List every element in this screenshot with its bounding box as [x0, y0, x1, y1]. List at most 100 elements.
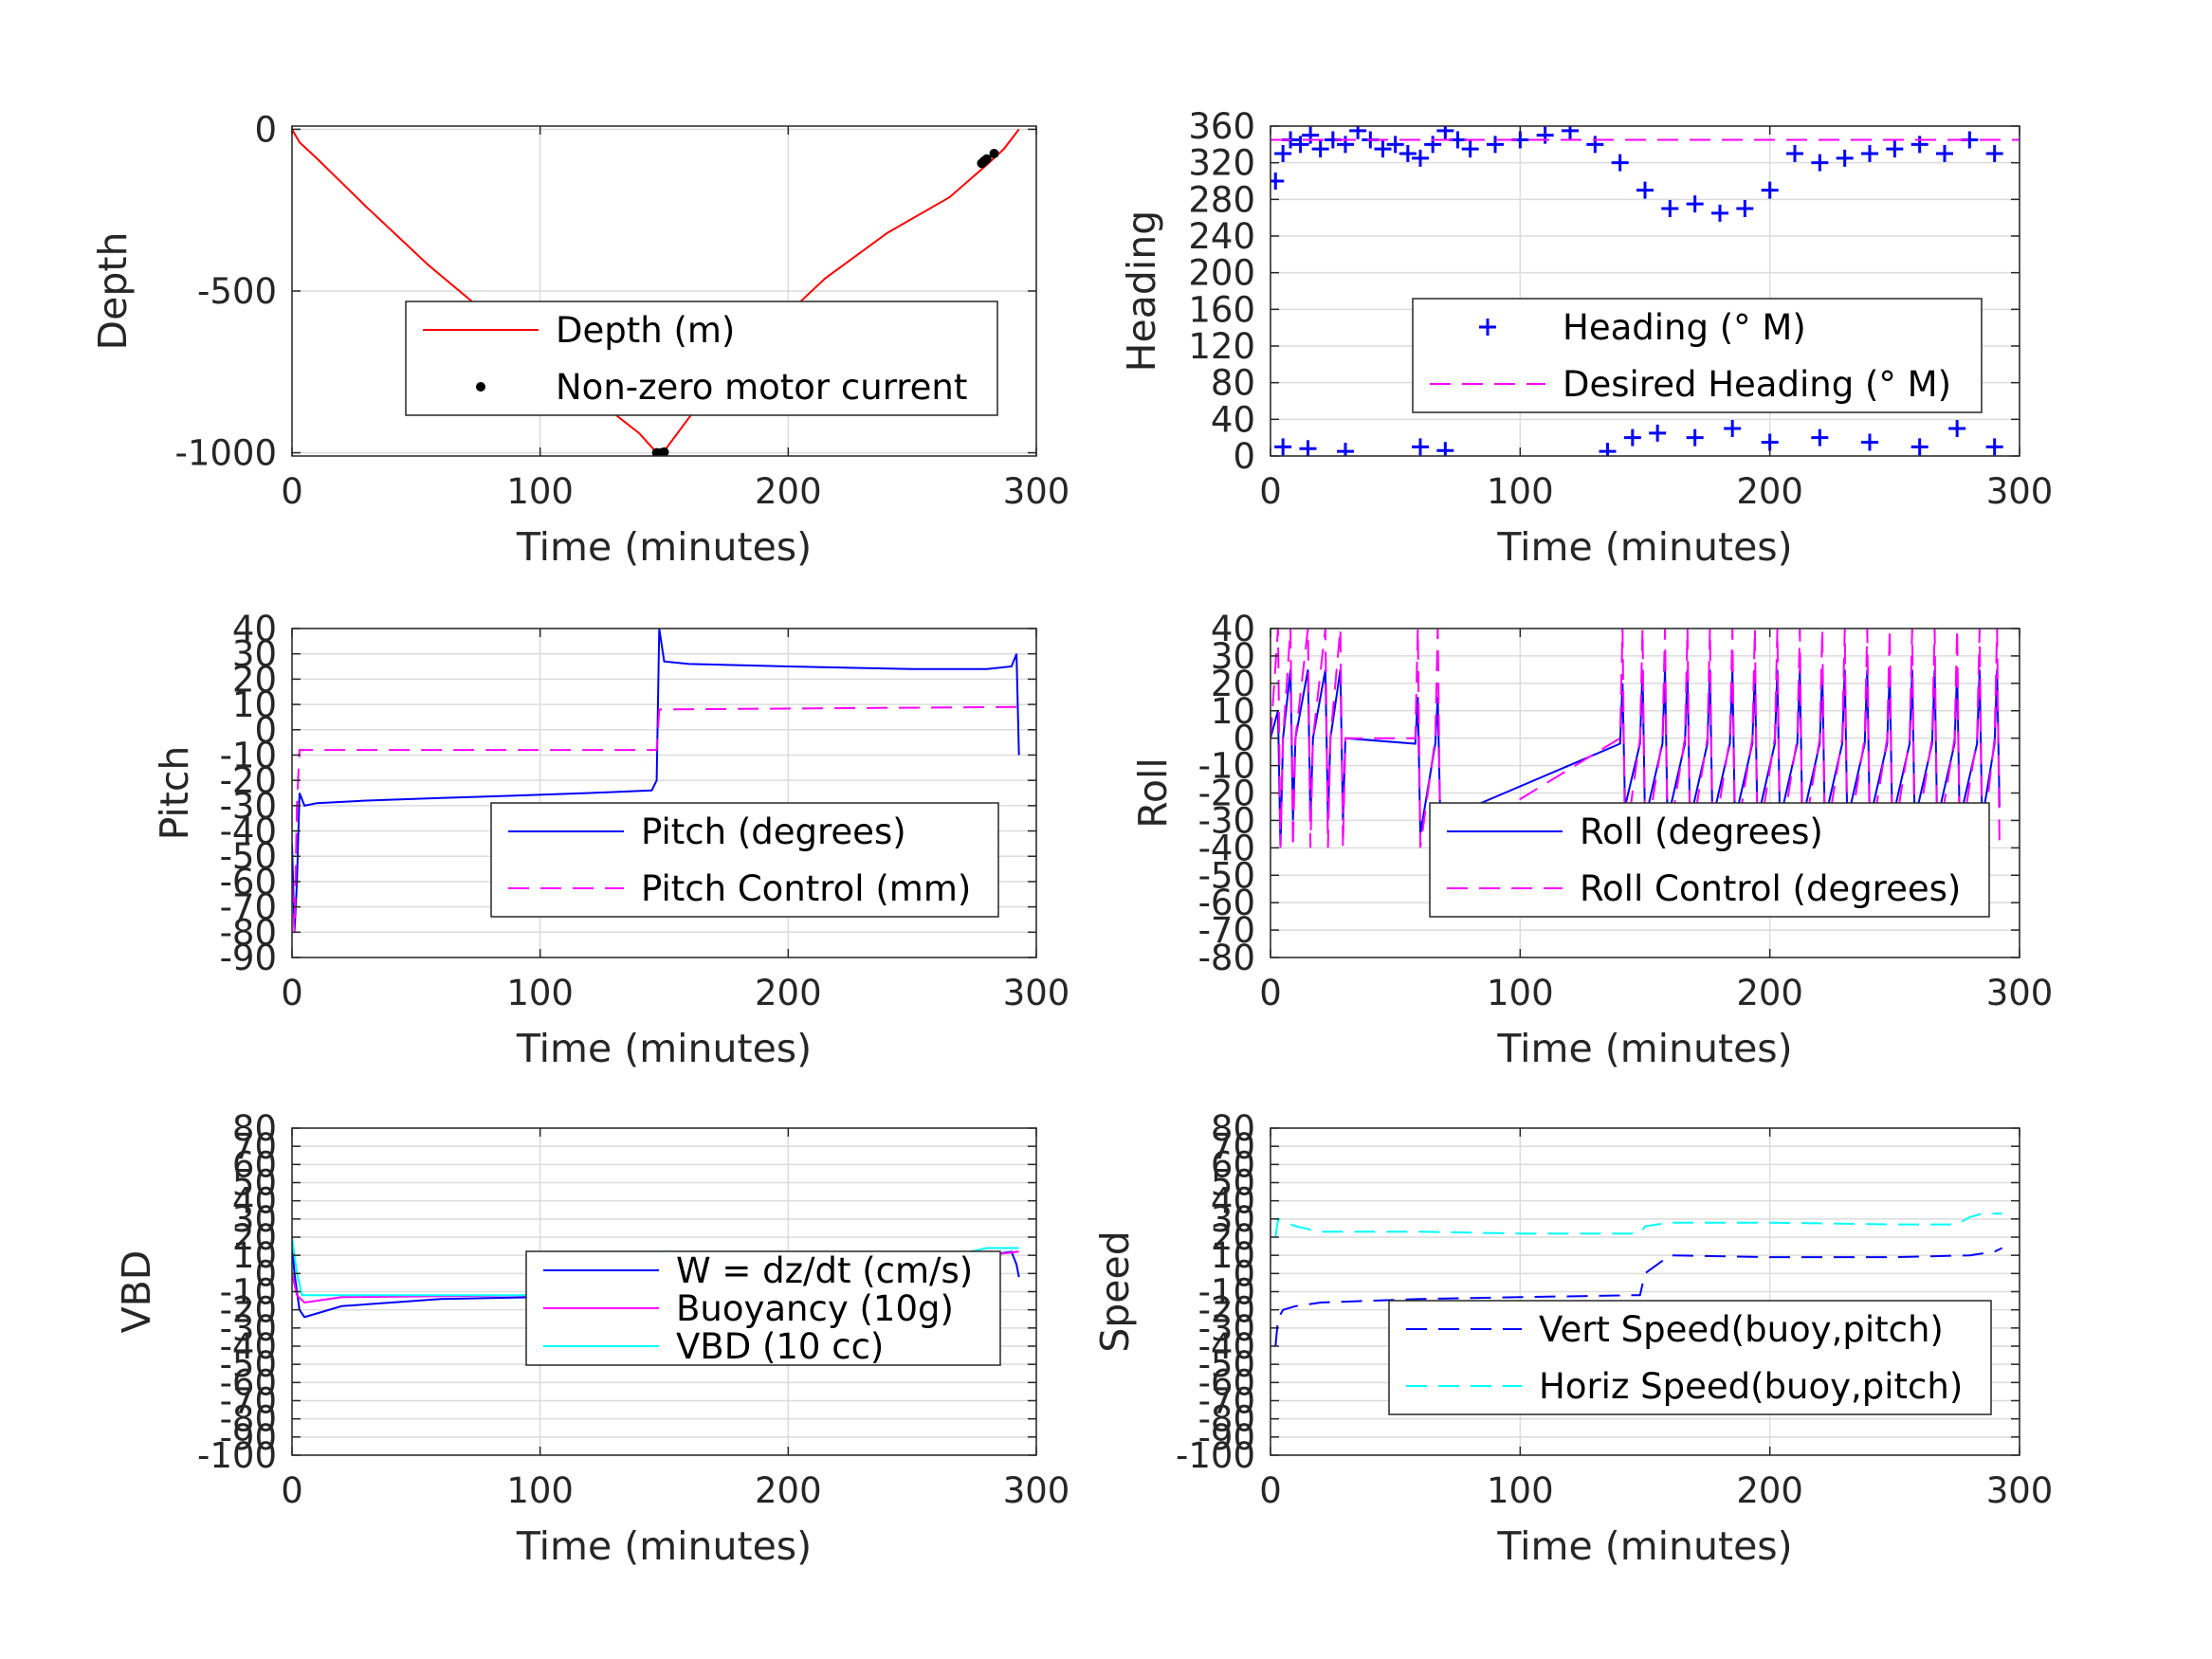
series-group — [1271, 629, 2001, 850]
data-point — [1424, 136, 1442, 154]
legend-label: Buoyancy (10g) — [676, 1288, 954, 1329]
x-tick-label: 0 — [281, 471, 303, 512]
y-tick-label: -70 — [220, 887, 277, 928]
y-tick-label: 70 — [232, 1126, 277, 1167]
data-point — [1724, 420, 1742, 437]
y-tick-label: -20 — [1198, 774, 1255, 814]
data-point — [1274, 438, 1292, 456]
y-tick-label: 120 — [1188, 326, 1255, 367]
data-point — [1811, 428, 1829, 447]
y-tick-label: 360 — [1188, 106, 1255, 147]
y-tick-label: 240 — [1188, 216, 1255, 257]
y-tick-label: -60 — [220, 862, 277, 902]
y-tick-label: -50 — [1198, 855, 1255, 896]
data-point — [1910, 438, 1929, 456]
series-roll-1 — [1271, 629, 2001, 850]
data-point — [1985, 438, 2003, 456]
y-tick-label: 20 — [1211, 664, 1255, 704]
data-point — [1461, 140, 1479, 158]
x-axis-label: Time (minutes) — [516, 524, 812, 570]
x-tick-label: 100 — [1487, 973, 1554, 1013]
y-tick-label: -60 — [220, 1362, 277, 1403]
y-tick-label: -80 — [220, 1399, 277, 1440]
y-tick-label: -20 — [220, 1290, 277, 1331]
y-tick-label: 60 — [232, 1144, 277, 1185]
data-point — [1761, 181, 1779, 199]
series-pitch-0 — [292, 629, 1020, 933]
y-tick-label: 40 — [1211, 1181, 1255, 1222]
data-point — [1623, 428, 1641, 447]
y-tick-label: 30 — [1211, 1199, 1255, 1240]
panel-roll: 0 100 200 300403020100-10-20-30-40-50-60-70… — [1130, 609, 2053, 1071]
series-speed-0 — [1274, 1247, 2003, 1347]
x-axis-label: Time (minutes) — [1496, 524, 1792, 570]
y-tick-label: -30 — [1198, 1308, 1255, 1349]
y-tick-label: 60 — [1211, 1144, 1255, 1185]
x-tick-label: 300 — [1986, 973, 2054, 1013]
y-tick-label: -40 — [1198, 1326, 1255, 1367]
legend-label: Depth (m) — [556, 310, 735, 351]
x-tick-label: 0 — [1259, 471, 1282, 512]
series-group — [292, 629, 1020, 933]
y-tick-label: -50 — [220, 1344, 277, 1385]
panel-heading: 0 100 200 30004080120160200240280320360Time… — [1119, 106, 2053, 570]
series-depth-1 — [651, 149, 999, 456]
y-tick-label: 280 — [1188, 179, 1255, 220]
data-point — [1412, 149, 1429, 167]
data-point — [1599, 443, 1617, 456]
y-tick-label: -90 — [1198, 1417, 1255, 1458]
y-tick-label: 0 — [254, 109, 277, 150]
data-point — [1436, 442, 1454, 456]
series-line — [292, 705, 1019, 933]
legend-label: Roll (degrees) — [1580, 811, 1823, 852]
legend-label: Pitch (degrees) — [641, 811, 906, 852]
y-tick-label: 0 — [254, 1253, 277, 1294]
y-tick-label: -40 — [220, 811, 277, 852]
series-heading-0 — [1271, 126, 2003, 456]
legend-box — [405, 301, 998, 416]
data-point — [1636, 181, 1654, 199]
legend: Pitch (degrees) Pitch Control (mm) — [490, 802, 999, 918]
axes-frame — [1270, 125, 2020, 457]
y-tick-label: -30 — [220, 1308, 277, 1349]
y-tick-label: 40 — [1211, 399, 1255, 440]
legend-label: Non-zero motor current — [556, 367, 967, 408]
x-tick-label: 300 — [1986, 1470, 2054, 1511]
y-axis-label: Depth — [90, 232, 136, 351]
y-tick-label: 20 — [232, 1217, 277, 1258]
data-point — [1786, 145, 1803, 162]
x-tick-label: 100 — [1487, 1470, 1554, 1511]
y-tick-label: 30 — [1211, 636, 1255, 677]
y-tick-label: -40 — [220, 1326, 277, 1367]
y-tick-label: 10 — [232, 684, 277, 725]
y-tick-label: 320 — [1188, 143, 1255, 184]
data-point — [1291, 136, 1309, 154]
x-tick-label: 300 — [1003, 973, 1070, 1013]
x-axis-label: Time (minutes) — [516, 1026, 812, 1071]
x-tick-label: 200 — [1736, 471, 1803, 512]
x-tick-label: 200 — [1736, 1470, 1803, 1511]
y-tick-label: 70 — [1211, 1126, 1255, 1167]
data-point — [1299, 440, 1317, 456]
legend-label: Pitch Control (mm) — [641, 868, 971, 909]
series-line — [1274, 1212, 2002, 1238]
x-tick-label: 200 — [755, 471, 822, 512]
data-point — [1398, 145, 1417, 162]
y-tick-label: 80 — [232, 1108, 277, 1149]
legend: Vert Speed(buoy,pitch) Horiz Speed(buoy,p… — [1388, 1300, 1992, 1415]
legend-marker — [1479, 319, 1496, 336]
legend: W = dz/dt (cm/s)Buoyancy (10g)VBD (10 cc… — [525, 1250, 1001, 1367]
y-tick-label: -10 — [1198, 746, 1255, 787]
legend: Roll (degrees) Roll Control (degrees) — [1429, 802, 1990, 918]
y-tick-label: -50 — [220, 836, 277, 877]
series-group — [292, 128, 1020, 456]
data-point — [1436, 126, 1454, 139]
y-tick-label: -70 — [1198, 910, 1255, 951]
x-tick-label: 300 — [1986, 471, 2054, 512]
y-tick-label: -90 — [220, 1417, 277, 1458]
data-point — [1311, 140, 1329, 158]
data-point — [1536, 126, 1554, 144]
axes-frame — [291, 628, 1037, 958]
y-axis-label: Roll — [1130, 757, 1176, 829]
legend-label: VBD (10 cc) — [676, 1326, 884, 1367]
